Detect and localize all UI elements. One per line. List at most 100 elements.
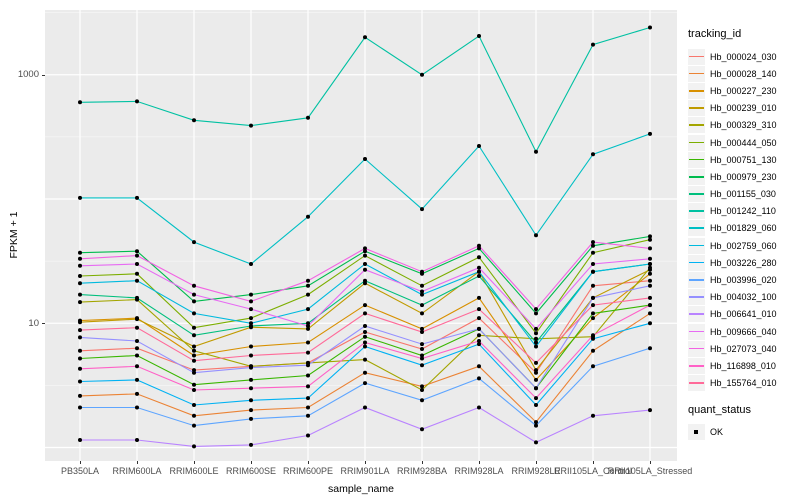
data-point — [420, 427, 424, 432]
data-point — [420, 398, 424, 403]
x-tick-label: RRIM901LA — [340, 466, 390, 476]
data-point — [648, 311, 652, 316]
legend-item-Hb_000444_050: Hb_000444_050 — [688, 134, 800, 151]
data-point — [306, 283, 310, 288]
legend-point-icon — [694, 430, 698, 435]
x-tick-mark — [593, 461, 594, 464]
data-point — [648, 256, 652, 261]
legend-line-icon — [689, 347, 704, 350]
data-point — [420, 303, 424, 308]
x-tick-label: RRIM928BA — [396, 466, 448, 476]
data-point — [477, 34, 481, 38]
x-tick-mark — [251, 461, 252, 464]
data-point — [420, 292, 424, 297]
legend-label: Hb_000227_230 — [710, 85, 777, 96]
x-tick-mark — [650, 461, 651, 464]
data-point — [420, 384, 424, 389]
data-point — [363, 262, 367, 266]
data-point — [249, 292, 253, 297]
data-point — [534, 396, 538, 401]
data-point — [648, 262, 652, 266]
data-point — [192, 444, 196, 449]
data-point — [420, 347, 424, 351]
data-point — [420, 283, 424, 288]
data-point — [534, 360, 538, 365]
y-tick-label: 1000 — [17, 69, 39, 81]
data-point — [135, 391, 139, 396]
legend-label: Hb_001829_060 — [710, 223, 777, 234]
data-point — [477, 255, 481, 260]
legend-key-swatch — [688, 203, 705, 220]
data-point — [306, 363, 310, 368]
legend-label: Hb_000444_050 — [710, 137, 777, 148]
legend-item-Hb_027073_040: Hb_027073_040 — [688, 340, 800, 357]
y-tick-label: 10 — [28, 317, 39, 329]
legend-key-swatch — [688, 323, 705, 340]
data-point — [249, 316, 253, 321]
data-point — [135, 99, 139, 104]
data-point — [534, 311, 538, 316]
plot-canvas — [45, 10, 677, 461]
data-point — [78, 292, 82, 297]
data-point — [249, 377, 253, 382]
data-point — [477, 316, 481, 321]
data-point — [477, 274, 481, 278]
data-point — [78, 335, 82, 340]
data-point — [249, 321, 253, 326]
data-point — [420, 72, 424, 77]
data-point — [591, 152, 595, 157]
data-point — [78, 379, 82, 384]
legend-label: Hb_001242_110 — [710, 206, 776, 217]
x-tick-label: RRIM600PE — [282, 466, 334, 476]
data-point — [534, 340, 538, 345]
legend-key-swatch — [688, 82, 705, 99]
data-point — [363, 253, 367, 258]
data-point — [192, 358, 196, 363]
data-point — [648, 295, 652, 300]
data-point — [648, 234, 652, 239]
legend-item-Hb_000028_140: Hb_000028_140 — [688, 65, 800, 82]
legend-line-icon — [689, 227, 704, 230]
data-point — [363, 324, 367, 328]
data-point — [249, 307, 253, 312]
data-point — [78, 281, 82, 286]
data-point — [78, 393, 82, 398]
data-point — [363, 357, 367, 362]
data-point — [591, 413, 595, 418]
x-tick-mark — [308, 461, 309, 464]
legend-key-swatch — [688, 48, 705, 65]
data-point — [420, 356, 424, 361]
x-tick-label: RRIM600LE — [169, 466, 219, 476]
data-point — [363, 330, 367, 334]
data-point — [420, 289, 424, 294]
data-point — [78, 356, 82, 361]
data-point — [534, 377, 538, 382]
data-point — [249, 365, 253, 370]
data-point — [363, 267, 367, 272]
legend-line-icon — [689, 72, 704, 75]
legend-block-quant-status: quant_status OK — [688, 404, 800, 441]
data-point — [78, 300, 82, 305]
data-point — [591, 316, 595, 321]
data-point — [591, 240, 595, 245]
data-point — [534, 403, 538, 407]
data-point — [534, 326, 538, 331]
data-point — [306, 214, 310, 219]
data-point — [135, 438, 139, 442]
data-point — [534, 368, 538, 373]
data-point — [534, 420, 538, 425]
data-point — [591, 303, 595, 308]
legend-label: Hb_000028_140 — [710, 68, 777, 79]
data-point — [363, 381, 367, 386]
legend-line-icon — [689, 279, 704, 281]
data-point — [135, 405, 139, 410]
x-tick-mark — [365, 461, 366, 464]
legend-item-Hb_000751_130: Hb_000751_130 — [688, 151, 800, 168]
data-point — [477, 342, 481, 347]
legend-item-Hb_006641_010: Hb_006641_010 — [688, 306, 800, 323]
data-point — [363, 157, 367, 161]
data-point — [78, 366, 82, 371]
legend-line-icon — [689, 89, 704, 92]
data-point — [249, 344, 253, 349]
data-point — [420, 342, 424, 347]
